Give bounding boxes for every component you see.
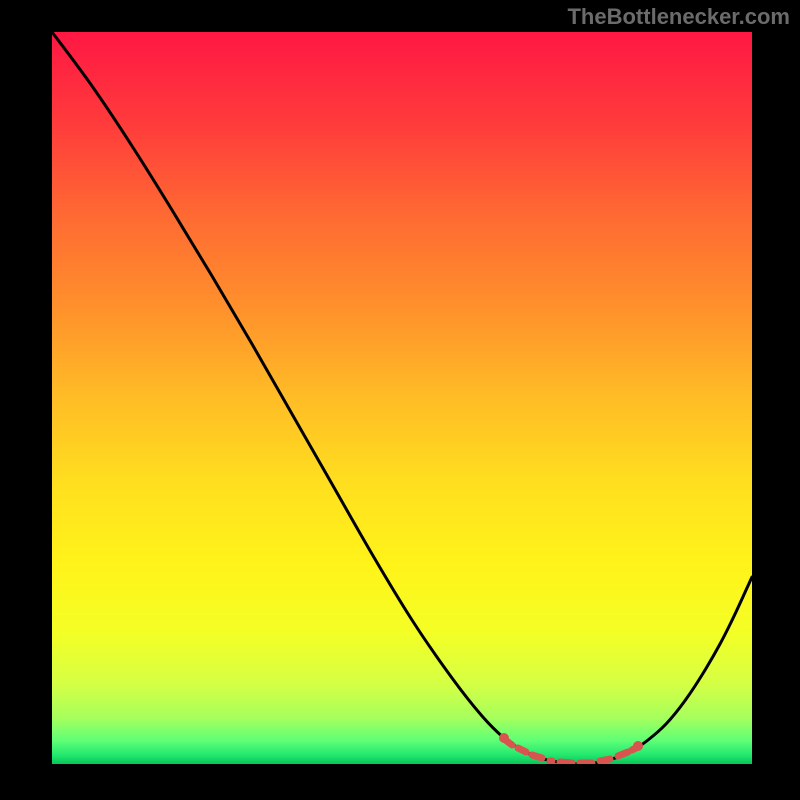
bottleneck-curve	[52, 32, 752, 764]
trough-dash	[560, 762, 572, 763]
watermark-text: TheBottlenecker.com	[567, 4, 790, 30]
trough-dash	[618, 752, 628, 756]
trough-marker	[499, 733, 643, 763]
trough-end-dot	[499, 733, 509, 743]
chart-plot-area	[52, 32, 752, 764]
trough-dash	[518, 748, 526, 752]
trough-end-dot	[633, 741, 643, 751]
trough-dash	[600, 759, 610, 761]
trough-dash	[532, 755, 542, 758]
chart-overlay	[52, 32, 752, 764]
